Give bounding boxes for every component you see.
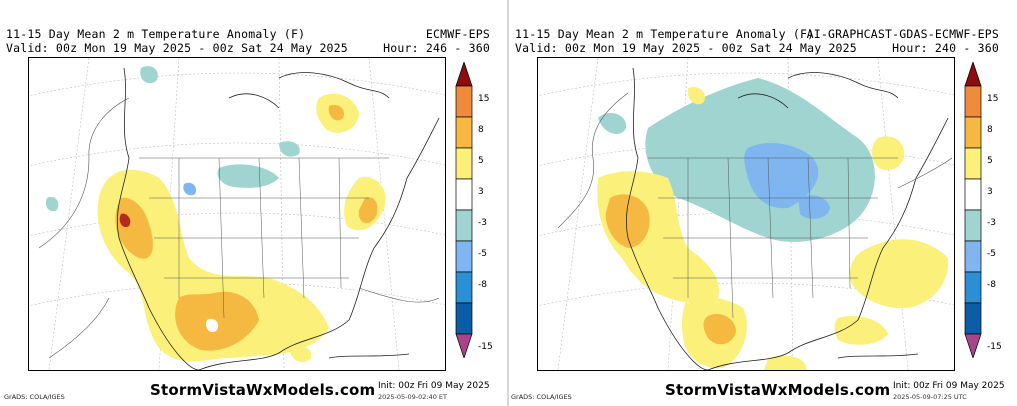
colorbar-label: 5 — [987, 156, 993, 166]
colorbar-top-arrow — [964, 60, 982, 87]
panel-ai-graphcast: 11-15 Day Mean 2 m Temperature Anomaly (… — [509, 0, 1017, 406]
contours — [557, 92, 953, 229]
colorbar-label: -8 — [478, 280, 487, 290]
colorbar-label: -5 — [987, 249, 996, 259]
init-time: Init: 00z Fri 09 May 2025 — [893, 381, 1005, 391]
contours — [38, 97, 440, 359]
model-name: ECMWF-EPS — [425, 27, 490, 41]
map-title: 11-15 Day Mean 2 m Temperature Anomaly (… — [515, 27, 815, 41]
colorbar-label: -3 — [478, 218, 487, 228]
generation-timestamp: 2025-05-09-02:40 ET — [378, 393, 447, 401]
colorbar-label: -3 — [987, 218, 996, 228]
map-canvas — [538, 58, 954, 370]
panel-divider — [507, 0, 509, 406]
forecast-hours: Hour: 240 - 360 — [892, 41, 999, 55]
model-name: AI-GRAPHCAST-GDAS-ECMWF-EPS — [806, 27, 999, 41]
state-borders — [139, 157, 389, 319]
coastlines — [116, 67, 440, 370]
panel-ecmwf-eps: 11-15 Day Mean 2 m Temperature Anomaly (… — [0, 0, 508, 406]
colorbar-label: 15 — [987, 94, 998, 104]
anomaly-map-ecmwf — [28, 57, 446, 371]
colorbar-label: 8 — [478, 125, 484, 135]
colorbar-top-arrow — [455, 60, 473, 87]
grads-credit: GrADS: COLA/IGES — [511, 393, 572, 401]
colorbar-label: 15 — [478, 94, 489, 104]
generation-timestamp: 2025-05-09-07:25 UTC — [893, 393, 967, 401]
colorbar-label: 8 — [987, 125, 993, 135]
colorbar-legend: 15 8 5 3 -3 -5 -8 -15 — [964, 60, 1002, 360]
state-borders — [648, 157, 898, 319]
anomaly-map-graphcast — [537, 57, 955, 371]
colorbar-label: 3 — [478, 187, 484, 197]
colorbar: 15 8 5 3 -3 -5 -8 -15 — [961, 60, 1013, 360]
colorbar-label: -5 — [478, 249, 487, 259]
colorbar-label: 5 — [478, 156, 484, 166]
colorbar-bottom-arrow — [964, 333, 982, 360]
colorbar-label: -15 — [478, 342, 493, 352]
valid-period: Valid: 00z Mon 19 May 2025 - 00z Sat 24 … — [6, 41, 348, 55]
site-watermark: StormVistaWxModels.com — [150, 381, 376, 399]
coastlines — [625, 67, 949, 370]
valid-period: Valid: 00z Mon 19 May 2025 - 00z Sat 24 … — [515, 41, 857, 55]
colorbar: 15 8 5 3 -3 -5 -8 -15 — [452, 60, 504, 360]
colorbar-label: -8 — [987, 280, 996, 290]
colorbar-legend: 15 8 5 3 -3 -5 -8 -15 — [455, 60, 493, 360]
map-title: 11-15 Day Mean 2 m Temperature Anomaly (… — [6, 27, 306, 41]
colorbar-bottom-arrow — [455, 333, 473, 360]
map-canvas — [29, 58, 445, 370]
site-watermark: StormVistaWxModels.com — [665, 381, 891, 399]
forecast-hours: Hour: 246 - 360 — [383, 41, 490, 55]
grads-credit: GrADS: COLA/IGES — [4, 393, 65, 401]
init-time: Init: 00z Fri 09 May 2025 — [378, 381, 490, 391]
colorbar-label: -15 — [987, 342, 1002, 352]
anomaly-fill — [597, 78, 949, 370]
anomaly-fill — [45, 66, 386, 363]
colorbar-label: 3 — [987, 187, 993, 197]
